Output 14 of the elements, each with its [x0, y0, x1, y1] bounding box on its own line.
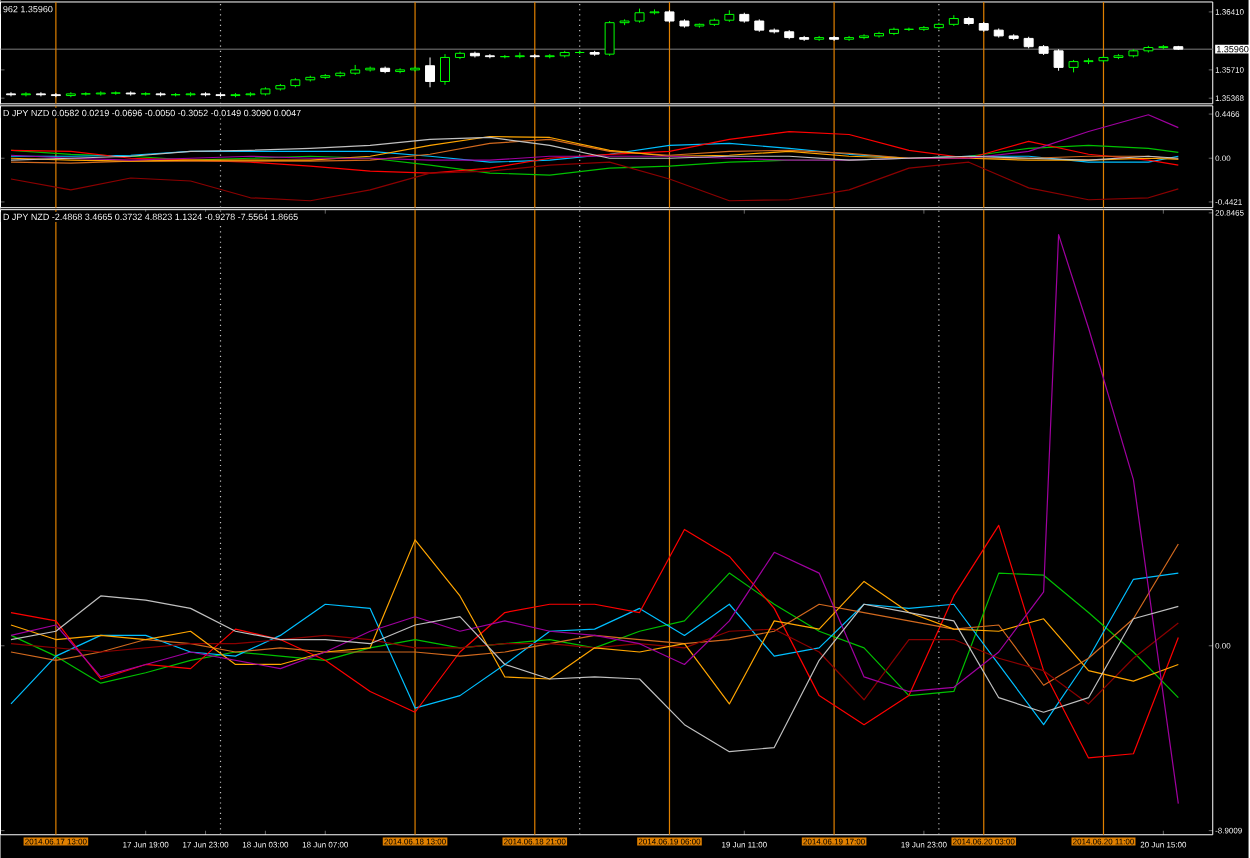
candlestick	[50, 92, 61, 98]
candlestick	[484, 53, 495, 59]
line-series	[10, 524, 1179, 759]
candlestick	[5, 91, 16, 97]
candlestick	[1053, 48, 1064, 71]
candlestick	[35, 91, 46, 97]
candlestick	[425, 56, 436, 88]
candlestick	[604, 20, 615, 56]
line-series	[10, 130, 1179, 174]
line-series	[10, 572, 1179, 698]
candlestick	[440, 53, 450, 85]
line-series	[10, 572, 1179, 725]
candlestick	[20, 91, 31, 97]
line-series	[10, 161, 1179, 202]
